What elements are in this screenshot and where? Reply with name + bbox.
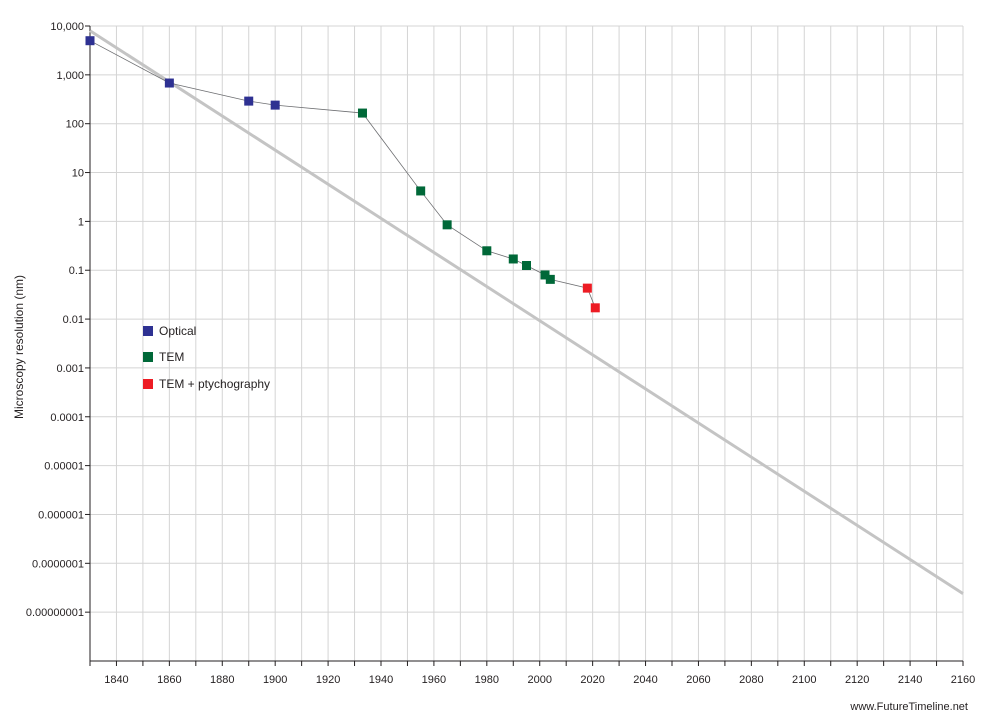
legend-label-tem: TEM (159, 350, 184, 364)
legend-swatch-optical (143, 326, 153, 336)
trend-line-path (89, 29, 964, 595)
y-tick-label: 1 (78, 216, 84, 228)
y-tick-label: 100 (66, 119, 84, 131)
legend: Optical TEM TEM + ptychography (143, 324, 270, 391)
y-tick-label: 0.0000001 (32, 558, 84, 570)
data-point-tem (545, 274, 555, 284)
x-tick-label: 1900 (263, 674, 287, 686)
x-tick-label: 1880 (210, 674, 234, 686)
grid-lines (89, 25, 964, 661)
data-points (85, 36, 600, 313)
data-point-tem (540, 270, 550, 280)
data-point-tem-ptychography (590, 303, 600, 313)
y-tick-label: 0.000001 (38, 509, 84, 521)
x-tick-label: 2040 (633, 674, 657, 686)
legend-swatch-tem (143, 352, 153, 362)
x-tick-label: 2100 (792, 674, 816, 686)
y-tick-label: 0.1 (69, 265, 84, 277)
trend-line (89, 29, 964, 595)
x-tick-label: 1960 (422, 674, 446, 686)
x-tick-label: 2160 (951, 674, 975, 686)
data-point-tem-ptychography (582, 283, 592, 293)
y-tick-label: 0.00000001 (26, 607, 84, 619)
data-point-optical (164, 78, 174, 88)
data-point-tem (416, 186, 426, 196)
x-tick-label: 2060 (686, 674, 710, 686)
x-tick-label: 1840 (104, 674, 128, 686)
x-tick-label: 2000 (527, 674, 551, 686)
y-tick-label: 0.001 (56, 363, 84, 375)
x-tick-label: 2120 (845, 674, 869, 686)
data-point-tem (357, 108, 367, 118)
data-point-tem (522, 260, 531, 270)
data-point-tem (482, 246, 492, 256)
y-tick-label: 10,000 (50, 21, 84, 33)
legend-label-tem-ptychography: TEM + ptychography (159, 377, 270, 391)
y-axis-label: Microscopy resolution (nm) (12, 275, 26, 419)
data-point-optical (85, 36, 95, 46)
y-tick-labels: 10,000 1,000 100 10 1 0.1 0.01 0.001 0.0001 0.000… (26, 21, 84, 619)
credit-text: www.FutureTimeline.net (849, 701, 968, 713)
x-tick-labels: 1840 1860 1880 1900 1920 1940 1960 1980 2000 2020… (104, 674, 975, 686)
x-tick-label: 2080 (739, 674, 763, 686)
data-point-tem (508, 254, 518, 264)
y-tick-label: 0.01 (63, 314, 84, 326)
y-tick-label: 1,000 (56, 70, 84, 82)
data-point-optical (270, 100, 280, 110)
x-tick-label: 1860 (157, 674, 181, 686)
y-tick-label: 0.00001 (44, 461, 84, 473)
data-point-tem (442, 220, 452, 230)
x-tick-label: 1940 (369, 674, 393, 686)
x-tick-label: 1920 (316, 674, 340, 686)
legend-label-optical: Optical (159, 324, 196, 338)
x-tick-label: 1980 (475, 674, 499, 686)
data-point-optical (244, 96, 254, 106)
x-tick-label: 2020 (580, 674, 604, 686)
y-tick-label: 0.0001 (50, 412, 84, 424)
legend-swatch-tem-ptychography (143, 379, 153, 389)
y-tick-label: 10 (72, 168, 84, 180)
x-tick-label: 2140 (898, 674, 922, 686)
axes (85, 25, 964, 666)
